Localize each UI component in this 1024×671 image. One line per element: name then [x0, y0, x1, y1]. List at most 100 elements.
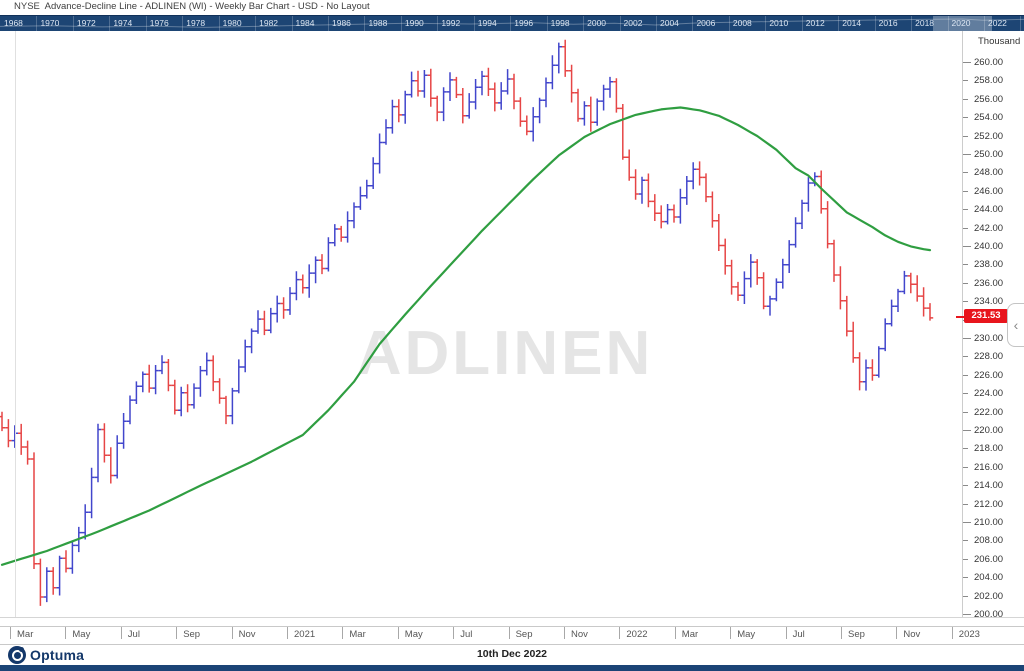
- x-axis-label: Sep: [515, 629, 533, 640]
- weekly-ohlc-bar: [331, 224, 338, 247]
- y-axis-tick-label: 222.00: [974, 406, 1004, 418]
- x-axis-tick: [176, 627, 178, 639]
- timeline-year-cell: 1992: [438, 16, 475, 32]
- weekly-ohlc-bar: [581, 101, 588, 126]
- x-axis-label: Mar: [681, 629, 699, 640]
- y-axis-tick: [963, 209, 968, 211]
- weekly-ohlc-bar: [107, 447, 114, 484]
- weekly-ohlc-bar: [197, 366, 204, 397]
- weekly-ohlc-bar: [830, 239, 838, 282]
- y-axis-tick-label: 254.00: [974, 112, 1004, 124]
- x-axis-tick: [65, 627, 67, 639]
- footer-bar: Optuma 10th Dec 2022: [0, 645, 1024, 665]
- x-axis-tick: [674, 627, 676, 639]
- weekly-ohlc-bar: [907, 272, 914, 294]
- timeline-year-cell: 2004: [657, 16, 694, 32]
- weekly-ohlc-bar: [325, 237, 332, 272]
- weekly-ohlc-bar: [69, 540, 76, 574]
- x-axis-tick: [397, 627, 399, 639]
- weekly-ohlc-bar: [229, 387, 236, 425]
- weekly-ohlc-bar: [920, 287, 927, 317]
- weekly-ohlc-bar: [216, 378, 223, 404]
- timeline-year-cell: 1984: [293, 16, 329, 32]
- y-axis-tick-label: 242.00: [974, 222, 1004, 234]
- y-axis-tick-label: 212.00: [974, 498, 1004, 510]
- optuma-wordmark: Optuma: [30, 647, 85, 663]
- weekly-ohlc-bar: [574, 88, 582, 122]
- weekly-ohlc-bar: [210, 355, 217, 392]
- timeline-year-cell: 2022: [985, 16, 1022, 32]
- weekly-ohlc-bar: [0, 411, 6, 432]
- x-axis-label: Sep: [183, 629, 201, 640]
- y-axis-tick-label: 250.00: [974, 149, 1004, 160]
- y-axis-tick-label: 234.00: [974, 296, 1004, 308]
- weekly-ohlc-bar: [453, 76, 460, 98]
- y-axis-tick-label: 228.00: [974, 351, 1004, 363]
- axis-collapse-tab[interactable]: ‹: [1007, 303, 1024, 347]
- y-axis-tick: [963, 117, 968, 119]
- weekly-ohlc-bar: [696, 161, 703, 186]
- bottom-accent-strip: [0, 665, 1024, 671]
- y-axis-tick-label: 252.00: [974, 130, 1004, 142]
- y-axis-tick: [963, 282, 968, 284]
- y-axis-tick-label: 246.00: [974, 185, 1004, 197]
- x-axis-label: 2023: [958, 629, 980, 640]
- timeline-year-cell: 1968: [1, 16, 38, 32]
- x-axis-label: May: [72, 629, 91, 640]
- timeline-selected-range[interactable]: [933, 16, 992, 32]
- weekly-ohlc-bar: [376, 133, 383, 174]
- timeline-year-cell: 1974: [110, 16, 147, 32]
- weekly-ohlc-bar: [894, 288, 902, 312]
- date-axis[interactable]: Mar May Jul Sep Nov 2021 Mar May Jul Sep Nov 2022 Ma…: [0, 626, 1024, 645]
- weekly-ohlc-bar: [856, 352, 863, 391]
- weekly-ohlc-bar: [446, 72, 454, 101]
- weekly-ohlc-bar: [818, 170, 825, 214]
- y-axis-tick-label: 202.00: [974, 590, 1004, 602]
- weekly-ohlc-bar: [414, 70, 422, 97]
- x-axis-label: Jul: [792, 629, 805, 640]
- x-axis-label: May: [737, 629, 756, 640]
- weekly-ohlc-bar: [318, 254, 326, 275]
- weekly-ohlc-bar: [517, 97, 524, 127]
- y-axis-tick: [963, 503, 968, 505]
- y-axis-tick-label: 258.00: [974, 75, 1004, 87]
- y-axis-tick: [963, 301, 968, 303]
- weekly-ohlc-bar: [293, 271, 300, 301]
- timeline-year-cell: 2002: [621, 16, 657, 32]
- year-range-selector[interactable]: 1968 1970 1972 1974 1976 1978 1980 1982 1984 1986…: [0, 15, 1024, 32]
- y-axis-tick: [963, 558, 968, 560]
- weekly-ohlc-bar: [478, 70, 486, 96]
- weekly-ohlc-bar: [466, 93, 473, 119]
- weekly-ohlc-bar: [395, 99, 402, 123]
- weekly-ohlc-bar: [568, 64, 575, 103]
- weekly-ohlc-bar: [510, 73, 518, 110]
- weekly-ohlc-bar: [626, 149, 633, 181]
- timeline-year-cell: 2008: [730, 16, 767, 32]
- timeline-year-cell: 1986: [329, 16, 366, 32]
- x-axis-label: Nov: [571, 629, 588, 640]
- weekly-ohlc-bar: [222, 395, 230, 425]
- y-axis-tick-label: 260.00: [974, 57, 1004, 68]
- weekly-ohlc-bar: [901, 270, 908, 295]
- weekly-ohlc-bar: [472, 79, 479, 110]
- x-axis-tick: [896, 627, 898, 639]
- weekly-ohlc-bar: [434, 95, 441, 122]
- price-chart-svg[interactable]: ADLINEN: [0, 31, 962, 625]
- x-axis-label: Jul: [127, 629, 140, 640]
- y-axis-tick: [963, 246, 971, 247]
- price-chart-area[interactable]: ADLINEN: [0, 31, 962, 625]
- weekly-ohlc-bar: [261, 310, 268, 336]
- weekly-ohlc-bar: [542, 77, 550, 108]
- timeline-year-cell: 1982: [256, 16, 293, 32]
- x-axis-tick: [508, 627, 510, 639]
- plot-left-frame: [15, 31, 16, 617]
- weekly-ohlc-bar: [178, 386, 185, 417]
- weekly-ohlc-bar: [363, 179, 370, 199]
- weekly-ohlc-bar: [888, 299, 895, 327]
- weekly-ohlc-bar: [184, 384, 191, 413]
- weekly-ohlc-bar: [760, 272, 767, 310]
- weekly-ohlc-bar: [862, 359, 870, 391]
- x-axis-label: Jul: [460, 629, 473, 640]
- weekly-ohlc-bar: [146, 364, 153, 393]
